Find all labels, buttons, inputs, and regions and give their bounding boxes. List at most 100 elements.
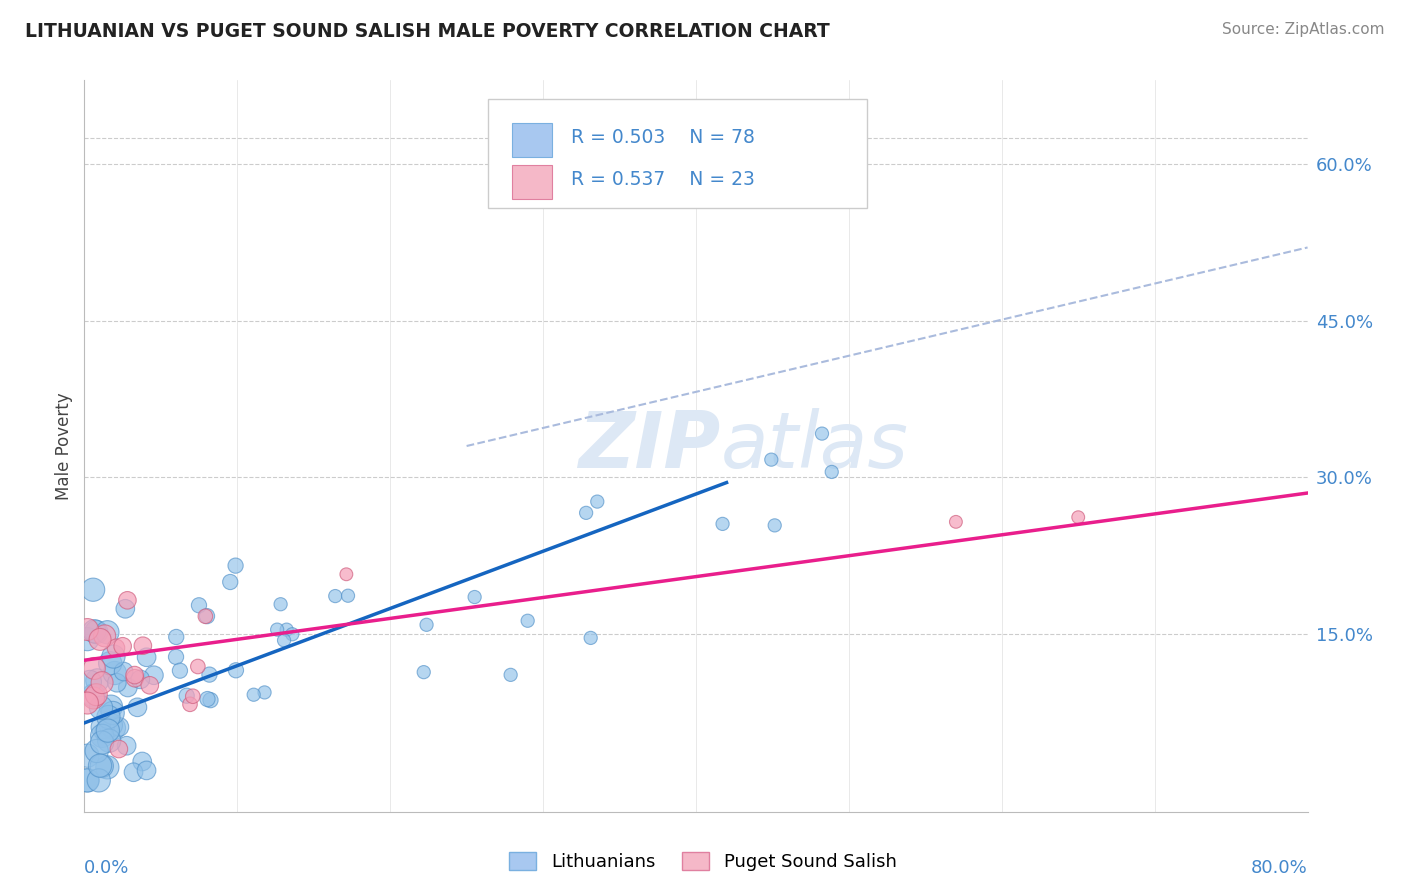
Point	[76, 632, 98, 646]
Point	[266, 623, 288, 637]
Point	[79, 675, 101, 690]
Point	[188, 599, 211, 613]
Y-axis label: Male Poverty: Male Poverty	[55, 392, 73, 500]
Point	[575, 506, 598, 520]
Point	[76, 696, 98, 710]
Point	[87, 773, 110, 788]
Point	[194, 609, 217, 624]
Point	[187, 659, 209, 673]
Point	[104, 665, 127, 680]
Point	[112, 665, 135, 679]
Point	[176, 689, 198, 703]
Point	[108, 742, 131, 756]
Point	[129, 673, 152, 687]
Point	[97, 710, 120, 724]
Point	[101, 706, 124, 720]
Point	[200, 693, 222, 707]
FancyBboxPatch shape	[488, 99, 868, 209]
Point	[242, 688, 264, 702]
Point	[323, 589, 346, 603]
Point	[1067, 510, 1090, 524]
Point	[111, 640, 134, 654]
Point	[83, 661, 105, 675]
Point	[124, 671, 146, 685]
Point	[98, 657, 121, 671]
Point	[105, 675, 128, 690]
Point	[127, 700, 149, 714]
Point	[96, 760, 118, 774]
Point	[86, 673, 108, 688]
Point	[76, 773, 98, 788]
Point	[89, 758, 111, 772]
Point	[90, 759, 112, 773]
Point	[76, 773, 98, 788]
Point	[711, 516, 734, 531]
Point	[89, 632, 111, 647]
Point	[82, 582, 104, 597]
Point	[100, 718, 122, 732]
Point	[132, 639, 155, 653]
Point	[270, 597, 292, 611]
Point	[104, 640, 127, 655]
Point	[579, 631, 602, 645]
Text: R = 0.503    N = 78: R = 0.503 N = 78	[571, 128, 755, 147]
Point	[122, 765, 145, 780]
Point	[117, 593, 139, 607]
Point	[84, 688, 107, 702]
Point	[169, 664, 191, 678]
Point	[139, 678, 162, 692]
Point	[100, 699, 122, 714]
Point	[516, 614, 538, 628]
Point	[91, 675, 114, 690]
Point	[114, 602, 136, 616]
Point	[90, 700, 112, 714]
Point	[464, 590, 486, 604]
Text: Source: ZipAtlas.com: Source: ZipAtlas.com	[1222, 22, 1385, 37]
FancyBboxPatch shape	[513, 123, 551, 158]
Point	[103, 721, 125, 735]
Point	[91, 735, 114, 749]
Point	[763, 518, 786, 533]
Point	[412, 665, 434, 680]
Point	[165, 649, 187, 664]
Point	[195, 609, 218, 624]
Point	[135, 650, 157, 665]
Point	[108, 720, 131, 734]
Point	[586, 494, 609, 508]
Point	[82, 690, 104, 705]
Point	[124, 668, 146, 682]
Point	[98, 733, 121, 747]
Point	[181, 690, 204, 704]
Point	[103, 649, 125, 664]
Point	[165, 630, 187, 644]
Point	[117, 681, 139, 695]
Point	[76, 623, 98, 637]
Point	[83, 689, 105, 703]
Point	[93, 629, 115, 643]
Point	[135, 764, 157, 778]
Point	[115, 739, 138, 753]
Legend: Lithuanians, Puget Sound Salish: Lithuanians, Puget Sound Salish	[502, 845, 904, 879]
Point	[335, 567, 357, 582]
Text: 80.0%: 80.0%	[1251, 859, 1308, 877]
Point	[76, 748, 98, 763]
Point	[499, 668, 522, 682]
FancyBboxPatch shape	[513, 165, 551, 199]
Point	[97, 723, 120, 738]
Point	[142, 668, 165, 682]
Point	[415, 617, 437, 632]
Point	[761, 452, 783, 467]
Point	[219, 574, 242, 589]
Text: LITHUANIAN VS PUGET SOUND SALISH MALE POVERTY CORRELATION CHART: LITHUANIAN VS PUGET SOUND SALISH MALE PO…	[25, 22, 830, 41]
Point	[276, 623, 298, 637]
Point	[253, 685, 276, 699]
Point	[337, 589, 360, 603]
Point	[811, 426, 834, 441]
Point	[197, 692, 219, 706]
Point	[91, 729, 114, 743]
Point	[179, 698, 201, 712]
Point	[281, 627, 304, 641]
Point	[198, 667, 221, 681]
Point	[96, 625, 118, 640]
Point	[96, 724, 118, 739]
